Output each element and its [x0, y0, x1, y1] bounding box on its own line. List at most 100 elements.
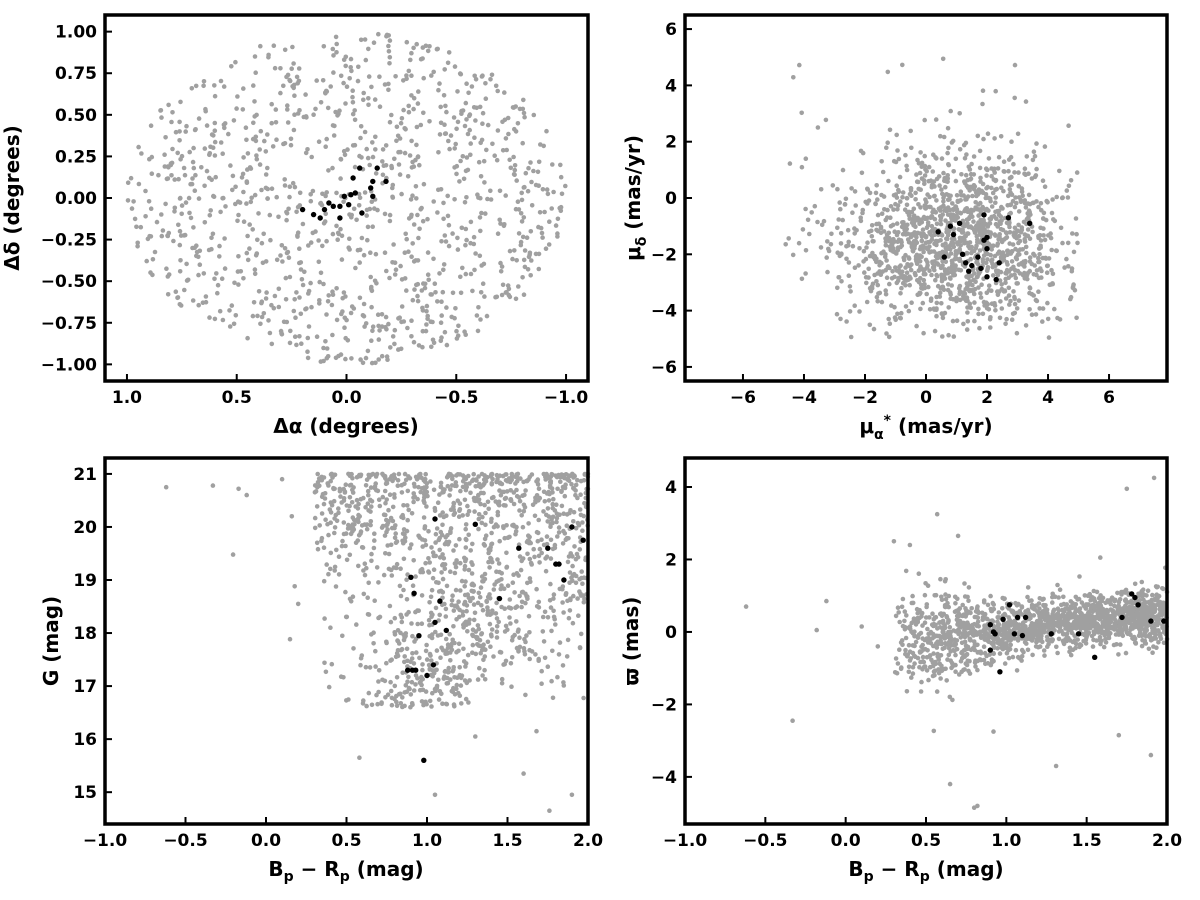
- field-point: [826, 246, 831, 252]
- field-point: [552, 508, 558, 513]
- field-point: [306, 243, 311, 248]
- field-point: [1016, 222, 1021, 228]
- field-point: [997, 315, 1003, 321]
- field-point: [356, 563, 361, 569]
- field-point: [987, 221, 992, 226]
- field-point: [972, 271, 977, 276]
- field-point: [342, 490, 348, 495]
- field-point: [280, 259, 285, 264]
- field-point: [977, 165, 983, 171]
- field-point: [866, 266, 871, 272]
- field-point: [978, 217, 983, 223]
- field-point: [876, 291, 881, 296]
- field-point: [457, 179, 462, 184]
- field-point: [954, 318, 960, 324]
- field-point: [568, 508, 573, 513]
- field-point: [365, 155, 371, 161]
- field-point: [993, 178, 998, 184]
- member-point: [545, 545, 551, 551]
- field-point: [350, 88, 356, 93]
- field-point: [466, 532, 472, 538]
- field-point: [544, 554, 550, 559]
- field-point: [951, 207, 956, 213]
- field-point: [509, 655, 515, 660]
- field-point: [356, 64, 361, 70]
- field-point: [381, 512, 387, 517]
- field-point: [330, 46, 336, 52]
- field-point: [974, 243, 979, 248]
- field-point: [361, 90, 367, 96]
- field-point: [844, 256, 849, 262]
- field-point: [415, 154, 421, 160]
- field-point: [815, 125, 821, 130]
- field-point: [900, 195, 905, 200]
- field-point: [559, 503, 565, 509]
- field-point: [464, 622, 469, 627]
- field-point: [903, 304, 909, 309]
- field-point: [313, 106, 318, 112]
- field-point: [1060, 195, 1065, 200]
- field-point: [938, 133, 943, 139]
- field-point: [791, 75, 796, 80]
- field-point: [426, 277, 432, 283]
- field-point: [531, 112, 537, 118]
- field-point: [560, 600, 565, 605]
- field-point: [336, 506, 341, 511]
- field-point: [562, 493, 568, 499]
- field-point: [420, 45, 426, 50]
- field-point: [508, 165, 514, 171]
- field-point: [207, 151, 213, 156]
- field-point: [569, 481, 574, 487]
- plot-frame: [103, 456, 590, 826]
- field-point: [202, 220, 208, 225]
- field-point: [984, 185, 989, 191]
- field-point: [423, 560, 428, 566]
- field-point: [252, 114, 257, 119]
- y-tick-label: 16: [73, 730, 97, 750]
- field-point: [551, 189, 556, 195]
- field-point: [330, 292, 336, 298]
- x-tick-label: −4: [791, 388, 817, 408]
- field-point: [973, 190, 979, 195]
- field-point: [381, 572, 387, 578]
- field-point: [415, 101, 421, 106]
- field-point: [471, 477, 476, 483]
- field-point: [1023, 99, 1029, 104]
- member-point: [350, 175, 356, 181]
- field-point: [443, 239, 449, 244]
- field-point: [558, 174, 564, 180]
- field-point: [533, 251, 539, 257]
- field-point: [835, 225, 840, 231]
- field-point: [875, 299, 880, 304]
- field-point: [1103, 640, 1109, 645]
- field-point: [341, 57, 347, 62]
- field-point: [207, 175, 212, 181]
- field-point: [387, 61, 392, 66]
- field-point: [462, 475, 468, 480]
- field-point: [178, 303, 184, 308]
- field-point: [463, 242, 468, 248]
- field-point: [425, 48, 431, 54]
- field-point: [355, 538, 361, 543]
- member-point: [326, 200, 332, 206]
- field-point: [1030, 157, 1036, 163]
- field-point: [980, 259, 986, 265]
- field-point: [1007, 302, 1012, 307]
- field-point: [1000, 227, 1006, 233]
- field-point: [516, 284, 521, 289]
- field-point: [436, 580, 441, 586]
- field-point: [965, 251, 970, 256]
- field-point: [545, 506, 551, 511]
- field-point: [358, 662, 363, 668]
- field-point: [429, 73, 434, 78]
- field-point: [894, 221, 900, 226]
- field-point: [937, 213, 943, 219]
- field-point: [372, 531, 377, 536]
- field-point: [235, 269, 241, 274]
- field-point: [453, 564, 459, 570]
- field-point: [951, 273, 956, 278]
- field-point: [974, 223, 979, 228]
- field-point: [937, 183, 942, 188]
- member-point: [424, 672, 430, 679]
- field-point: [387, 603, 393, 609]
